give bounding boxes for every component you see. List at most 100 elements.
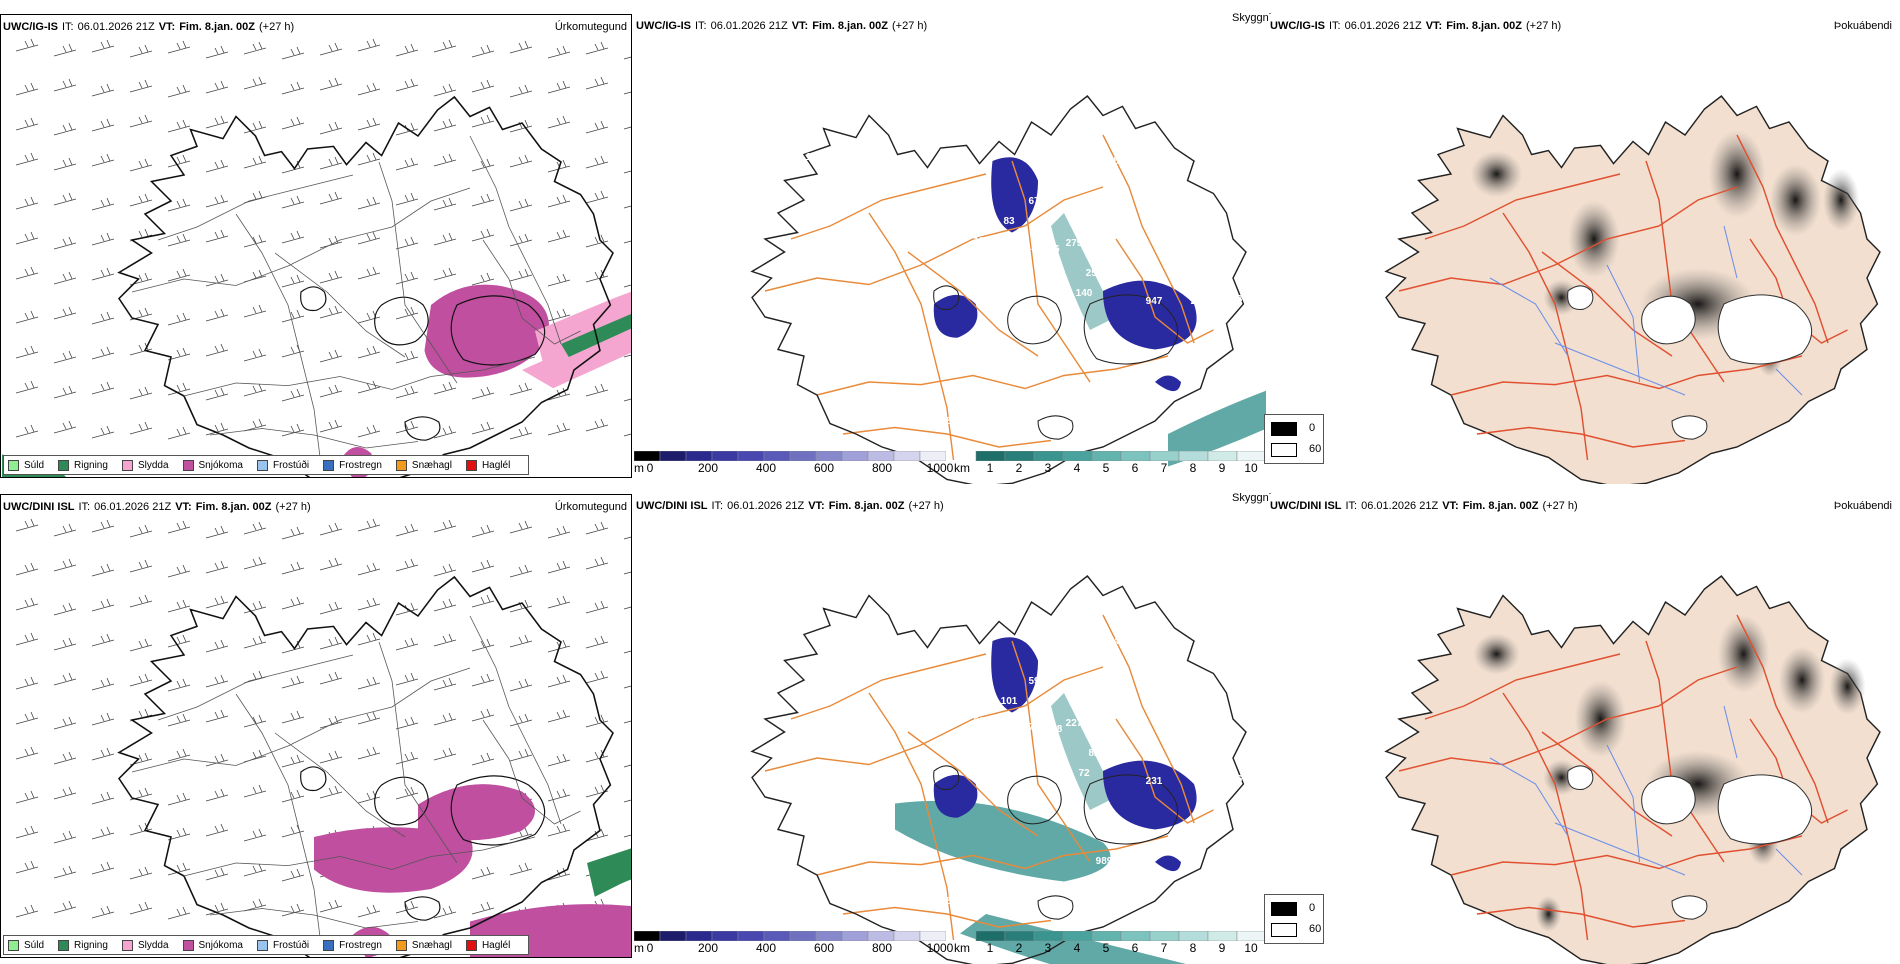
vt-value: Fim. 8.jan. 00Z xyxy=(179,21,256,33)
cloud-base-colorbar: m 0 200 400 600 800 1000 xyxy=(634,451,953,475)
legend-item: Slydda xyxy=(121,459,169,471)
fog-legend-low: 0 xyxy=(1309,902,1316,914)
legend-label: Snæhagl xyxy=(411,459,452,471)
legend-swatch-black xyxy=(1271,422,1297,436)
cloud-base-unit: m xyxy=(634,461,644,475)
legend-swatch xyxy=(182,939,194,951)
cloud-base-label: 79 xyxy=(1193,776,1205,787)
lead-time: (+27 h) xyxy=(275,501,311,513)
model-name: UWC/DINI ISL xyxy=(3,501,75,513)
vt-value: Fim. 8.jan. 00Z xyxy=(1446,20,1523,32)
cloud-base-label: 100 xyxy=(1006,238,1023,249)
cloud-base-label: 129 xyxy=(1026,242,1043,253)
legend-swatch xyxy=(8,939,19,951)
legend-item: Frostúði xyxy=(256,459,310,471)
legend-swatch xyxy=(395,939,407,951)
cloud-base-label: 214 xyxy=(1006,718,1023,729)
legend-label: Snjókoma xyxy=(198,939,243,951)
legend-item: Haglél xyxy=(465,939,511,951)
legend-label: Haglél xyxy=(481,939,511,951)
panel-name: Úrkomutegund xyxy=(554,21,627,33)
cloud-base-label: 78 xyxy=(1028,722,1040,733)
cloud-base-label: 108 xyxy=(771,646,788,657)
cloud-base-label: 72 xyxy=(1078,768,1090,779)
fog-index-legend: 0 60 xyxy=(1264,894,1324,944)
visibility-panel: 86 68 108 93 101 59 214 78 158 227 112 66 82 72 132 45 2… xyxy=(634,494,1266,964)
colorbar-tick: 400 xyxy=(755,941,777,955)
fog-index-panel: UWC/DINI ISL IT: 06.01.2026 21Z VT: Fim. 8.j… xyxy=(1268,494,1900,964)
lead-time: (+27 h) xyxy=(892,20,928,32)
precip-map xyxy=(2,38,631,477)
it-label: IT: xyxy=(62,21,74,33)
skyggni-name: Skyggni xyxy=(1232,12,1272,24)
legend-item: Rigning xyxy=(58,459,108,471)
it-value: 06.01.2026 21Z xyxy=(77,21,155,33)
legend-label: Rigning xyxy=(74,939,108,951)
legend-swatch xyxy=(256,939,268,951)
precip-type-legend: Súld Rigning Slydda Snjókoma Frostúði Frostre… xyxy=(3,935,530,955)
fog-index-panel: UWC/IG-IS IT: 06.01.2026 21Z VT: Fim. 8.jan.… xyxy=(1268,14,1900,484)
legend-label: Snæhagl xyxy=(411,939,452,951)
legend-item: Snjókoma xyxy=(182,459,243,471)
cloud-base-unit: m xyxy=(634,941,644,955)
legend-label: Haglél xyxy=(481,459,511,471)
colorbar-tick: 8 xyxy=(1189,461,1197,475)
cloud-base-label: 112 xyxy=(1091,726,1108,737)
vt-label: VT: xyxy=(791,20,809,32)
legend-label: Súld xyxy=(24,459,45,471)
cloud-base-label: 102 xyxy=(771,166,788,177)
legend-swatch xyxy=(465,939,477,951)
colorbar-tick: 9 xyxy=(1218,461,1226,475)
cloud-base-label: 196 xyxy=(1226,774,1243,785)
vt-label: VT: xyxy=(808,500,825,512)
lead-time: (+27 h) xyxy=(259,21,295,33)
legend-label: Snjókoma xyxy=(198,459,243,471)
it-label: IT: xyxy=(711,500,724,512)
legend-item: Snæhagl xyxy=(395,939,452,951)
skyggni-name: Skyggni xyxy=(1232,492,1272,504)
legend-label: Súld xyxy=(24,939,45,951)
cloud-base-label: 86 xyxy=(1048,244,1060,255)
colorbar-tick: 1000 xyxy=(926,461,954,475)
visibility-unit: km xyxy=(954,461,970,475)
cloud-base-label: 83 xyxy=(1003,216,1015,227)
cloud-base-label: 488 xyxy=(1226,294,1243,305)
colorbar-tick: 9 xyxy=(1218,941,1226,955)
legend-swatch xyxy=(256,459,268,471)
legend-swatch xyxy=(182,459,194,471)
cloud-base-label: 341 xyxy=(1096,376,1113,387)
colorbar-tick: 2 xyxy=(1015,941,1023,955)
cloud-base-label: 45 xyxy=(1113,636,1125,647)
cloud-base-label: 986 xyxy=(941,416,958,427)
colorbar-tick: 6 xyxy=(1131,461,1139,475)
cloud-base-label: 132 xyxy=(1066,791,1083,802)
cloud-base-label: 158 xyxy=(1046,724,1063,735)
cloud-base-label: 103 xyxy=(806,152,823,163)
cloud-base-label: 82 xyxy=(1088,748,1100,759)
cloud-base-label: 93 xyxy=(968,706,980,717)
legend-item: Rigning xyxy=(58,939,108,951)
colorbar-tick: 3 xyxy=(1044,941,1052,955)
cloud-base-label: 86 xyxy=(788,616,800,627)
colorbar-tick: 0 xyxy=(646,941,654,955)
colorbar-tick: 200 xyxy=(697,461,719,475)
legend-swatch xyxy=(395,459,407,471)
legend-label: Rigning xyxy=(74,459,108,471)
vt-label: VT: xyxy=(175,501,192,513)
precip-type-panel: UWC/IG-IS IT: 06.01.2026 21Z VT: Fim. 8.jan.… xyxy=(0,14,632,478)
legend-label: Frostúði xyxy=(272,459,310,471)
visibility-gradient xyxy=(975,931,1266,941)
colorbar-tick: 0 xyxy=(646,461,654,475)
legend-swatch xyxy=(58,939,70,951)
legend-swatch xyxy=(58,459,70,471)
cloud-base-label: 279 xyxy=(1066,238,1083,249)
cloud-base-label: 68 xyxy=(808,632,820,643)
colorbar-tick: 200 xyxy=(697,941,719,955)
legend-label: Slydda xyxy=(137,939,169,951)
colorbar-tick: 5 xyxy=(1102,941,1110,955)
cloud-base-label: 174 xyxy=(1011,900,1028,911)
colorbar-tick: 800 xyxy=(871,941,893,955)
it-value: 06.01.2026 21Z xyxy=(1344,20,1422,32)
visibility-unit: km xyxy=(954,941,970,955)
cloud-base-label: 50 xyxy=(1113,156,1125,167)
